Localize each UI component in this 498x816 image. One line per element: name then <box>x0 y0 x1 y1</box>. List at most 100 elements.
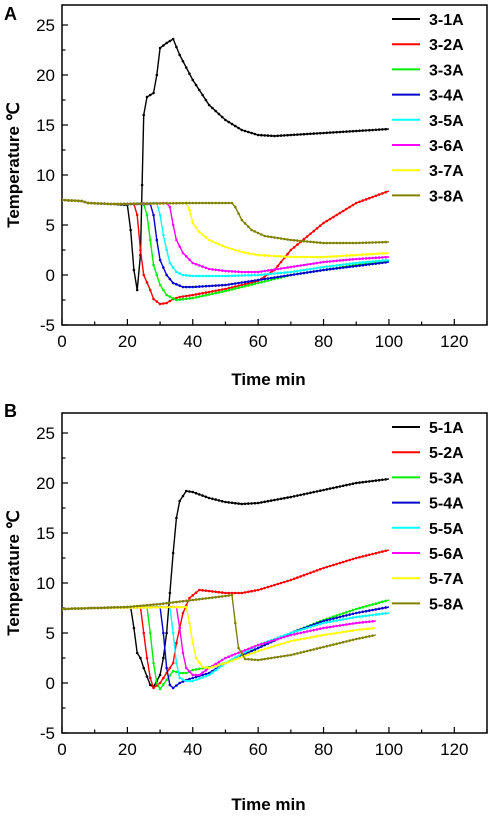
data-point <box>296 255 299 259</box>
data-point <box>119 605 123 609</box>
data-point <box>354 615 358 619</box>
data-point <box>302 263 306 267</box>
data-point <box>292 633 296 636</box>
data-point <box>230 654 234 657</box>
data-point <box>175 600 178 604</box>
data-point <box>220 595 224 598</box>
data-point <box>162 202 165 205</box>
data-point <box>325 488 329 491</box>
data-point <box>207 596 211 600</box>
data-point <box>371 620 374 623</box>
data-point <box>220 499 224 503</box>
data-point <box>361 129 365 132</box>
data-point <box>207 589 211 593</box>
data-point <box>348 613 351 616</box>
data-point <box>286 255 289 259</box>
data-point <box>322 645 325 649</box>
data-point <box>256 278 260 282</box>
data-point <box>361 241 365 245</box>
data-point <box>181 605 185 609</box>
legend-label: 5-6A <box>429 546 464 563</box>
x-tick-label: 40 <box>183 740 202 759</box>
data-point <box>279 642 283 646</box>
data-point <box>286 274 289 277</box>
data-point <box>332 625 335 628</box>
data-point <box>237 502 240 505</box>
data-point <box>368 252 371 256</box>
data-point <box>296 632 299 635</box>
data-point <box>201 285 204 288</box>
data-point <box>132 202 136 206</box>
data-point <box>266 279 270 282</box>
data-point <box>322 268 325 272</box>
data-point <box>351 638 355 642</box>
data-point <box>135 288 139 292</box>
data-point <box>247 502 250 505</box>
data-point <box>171 551 175 555</box>
data-point <box>325 268 329 271</box>
data-point <box>247 251 250 255</box>
data-point <box>351 203 355 207</box>
data-point <box>296 272 299 276</box>
data-point <box>384 127 387 131</box>
data-point <box>188 274 191 277</box>
data-point <box>381 612 384 616</box>
data-point <box>358 253 361 257</box>
data-point <box>273 583 276 587</box>
legend-entry: 5-7A <box>392 571 464 588</box>
data-point <box>384 612 387 615</box>
y-tick-label: 15 <box>36 116 55 135</box>
data-point <box>86 201 90 205</box>
data-point <box>338 241 342 245</box>
x-tick-label: 0 <box>57 740 66 759</box>
data-point <box>377 612 381 616</box>
data-point <box>381 128 384 131</box>
series-line <box>62 199 389 244</box>
legend-entry: 3-1A <box>392 12 464 29</box>
data-point <box>286 654 289 657</box>
data-point <box>374 259 378 263</box>
data-point <box>83 200 87 204</box>
data-point <box>358 611 361 614</box>
data-point <box>233 656 237 659</box>
data-point <box>230 591 234 595</box>
data-point <box>191 293 195 297</box>
data-point <box>178 626 181 630</box>
data-point <box>325 626 329 629</box>
legend-entry: 5-6A <box>392 546 464 563</box>
legend-entry: 3-7A <box>392 163 464 180</box>
data-point <box>103 606 106 609</box>
data-point <box>328 620 332 624</box>
data-point <box>384 599 387 603</box>
data-point <box>292 495 296 498</box>
data-point <box>152 202 155 205</box>
data-point <box>230 593 234 597</box>
data-point <box>158 681 162 685</box>
data-point <box>113 606 116 609</box>
data-point <box>198 673 201 677</box>
data-point <box>299 637 302 641</box>
data-point <box>332 615 335 618</box>
data-point <box>142 273 146 277</box>
data-point <box>269 134 273 138</box>
data-point <box>279 497 283 501</box>
y-tick-label: 20 <box>36 474 55 493</box>
data-point <box>348 262 351 266</box>
data-point <box>243 251 247 254</box>
legend-entry: 5-8A <box>392 596 464 613</box>
data-point <box>211 290 214 293</box>
data-point <box>266 272 270 276</box>
data-point <box>361 605 365 609</box>
data-point <box>289 133 293 137</box>
legend-entry: 5-4A <box>392 496 464 513</box>
data-point <box>224 500 227 504</box>
data-point <box>211 590 214 593</box>
data-point <box>181 297 185 301</box>
legend-label: 5-8A <box>429 596 464 613</box>
data-point <box>374 252 378 256</box>
data-point <box>214 662 217 666</box>
data-point <box>374 608 378 611</box>
data-point <box>247 270 250 274</box>
data-point <box>96 202 100 205</box>
data-point <box>217 590 221 594</box>
